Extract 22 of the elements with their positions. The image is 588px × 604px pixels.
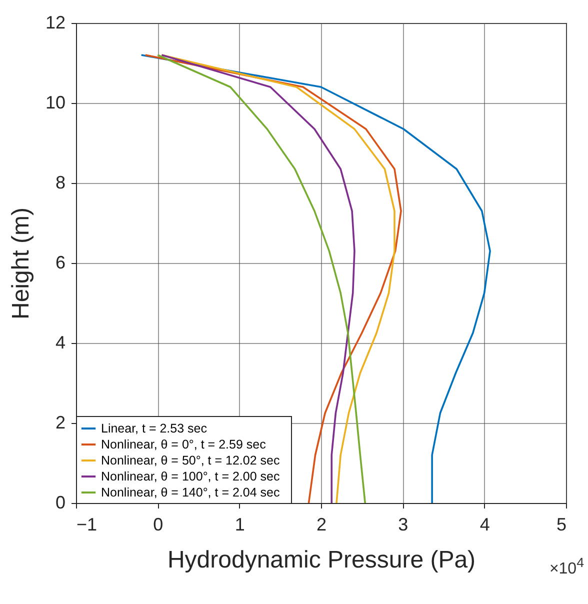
- x-tick-label: 4: [480, 514, 490, 534]
- x-tick-label: 3: [398, 514, 408, 534]
- legend-label: Nonlinear, θ = 50°, t = 12.02 sec: [101, 454, 280, 468]
- y-tick-label: 2: [55, 412, 66, 432]
- legend-label: Nonlinear, θ = 100°, t = 2.00 sec: [101, 470, 280, 484]
- y-tick-label: 4: [55, 332, 66, 352]
- x-axis-title: Hydrodynamic Pressure (Pa): [167, 546, 476, 574]
- x-tick-label: 5: [556, 514, 566, 534]
- y-tick-label: 10: [45, 92, 66, 112]
- y-tick-label: 12: [45, 12, 66, 32]
- x-tick-label: −1: [76, 514, 98, 534]
- text: ×10$^{4}$: [549, 555, 584, 578]
- legend-label: Nonlinear, θ = 0°, t = 2.59 sec: [101, 438, 266, 452]
- legend-label: Nonlinear, θ = 140°, t = 2.04 sec: [101, 486, 280, 500]
- x-tick-label: 2: [316, 514, 327, 534]
- x-tick-label: 0: [153, 514, 164, 534]
- legend-label: Linear, t = 2.53 sec: [101, 422, 207, 436]
- y-tick-label: 8: [55, 172, 66, 192]
- x-tick-label: 1: [234, 514, 245, 534]
- y-tick-label: 0: [55, 492, 66, 512]
- y-axis-title: Height (m): [7, 207, 34, 320]
- y-tick-label: 6: [55, 252, 66, 272]
